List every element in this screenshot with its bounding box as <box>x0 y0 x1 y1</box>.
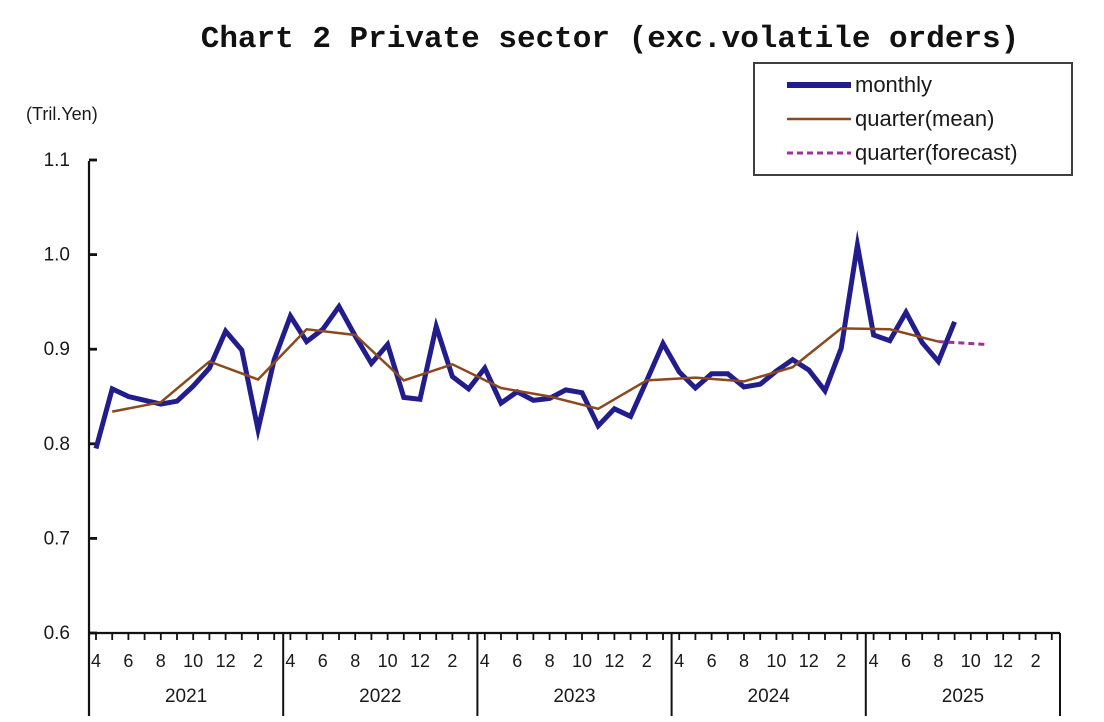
year-label: 2025 <box>942 686 984 707</box>
y-tick-label: 0.8 <box>44 434 70 455</box>
x-month-label: 4 <box>674 651 684 671</box>
x-month-label: 8 <box>156 651 166 671</box>
quarter-mean-line <box>111 327 939 413</box>
x-month-label: 2 <box>253 651 263 671</box>
x-month-label: 10 <box>378 651 398 671</box>
x-month-label: 6 <box>123 651 133 671</box>
x-month-label: 4 <box>285 651 295 671</box>
x-month-label: 12 <box>799 651 819 671</box>
legend-label-monthly: monthly <box>855 72 933 97</box>
x-month-label: 10 <box>572 651 592 671</box>
x-month-label: 8 <box>545 651 555 671</box>
y-tick-label: 0.7 <box>44 528 70 549</box>
y-tick-label: 0.9 <box>44 339 70 360</box>
y-tick-label: 1.0 <box>44 245 70 266</box>
y-tick-label: 1.1 <box>44 150 70 171</box>
year-label: 2021 <box>165 686 207 707</box>
y-tick-label: 0.6 <box>44 623 70 644</box>
legend-item-quarter-mean: quarter(mean) <box>787 104 1071 134</box>
x-month-label: 8 <box>739 651 749 671</box>
monthly-line <box>93 230 957 450</box>
x-month-label: 6 <box>901 651 911 671</box>
x-month-label: 12 <box>410 651 430 671</box>
x-month-label: 8 <box>933 651 943 671</box>
x-month-label: 4 <box>91 651 101 671</box>
legend-label-quarter-forecast: quarter(forecast) <box>855 140 1018 165</box>
legend-item-monthly: monthly <box>787 70 1071 100</box>
x-month-label: 4 <box>869 651 879 671</box>
x-month-label: 12 <box>604 651 624 671</box>
chart-title: Chart 2 Private sector (exc.volatile ord… <box>200 22 1020 57</box>
legend-label-quarter-mean: quarter(mean) <box>855 106 995 131</box>
year-label: 2022 <box>359 686 401 707</box>
monthly-line-sample-icon <box>787 80 851 90</box>
quarter-forecast-line <box>938 340 988 346</box>
year-label: 2024 <box>748 686 791 707</box>
x-month-label: 10 <box>183 651 203 671</box>
x-month-label: 6 <box>707 651 717 671</box>
x-month-label: 2 <box>836 651 846 671</box>
x-month-label: 8 <box>350 651 360 671</box>
quarter-forecast-line-sample-icon <box>787 148 851 158</box>
quarter-mean-line-sample-icon <box>787 114 851 124</box>
year-label: 2023 <box>553 686 595 707</box>
legend-box: monthly quarter(mean) quarter(forecast) <box>753 62 1073 176</box>
x-month-label: 4 <box>480 651 490 671</box>
x-month-label: 2 <box>447 651 457 671</box>
x-month-label: 10 <box>766 651 786 671</box>
x-month-label: 10 <box>961 651 981 671</box>
legend-item-quarter-forecast: quarter(forecast) <box>787 138 1071 168</box>
x-month-label: 12 <box>216 651 236 671</box>
y-axis-unit-label: (Tril.Yen) <box>26 104 98 124</box>
x-month-label: 6 <box>318 651 328 671</box>
x-month-label: 12 <box>993 651 1013 671</box>
x-month-label: 6 <box>512 651 522 671</box>
x-month-label: 2 <box>642 651 652 671</box>
x-month-label: 2 <box>1031 651 1041 671</box>
